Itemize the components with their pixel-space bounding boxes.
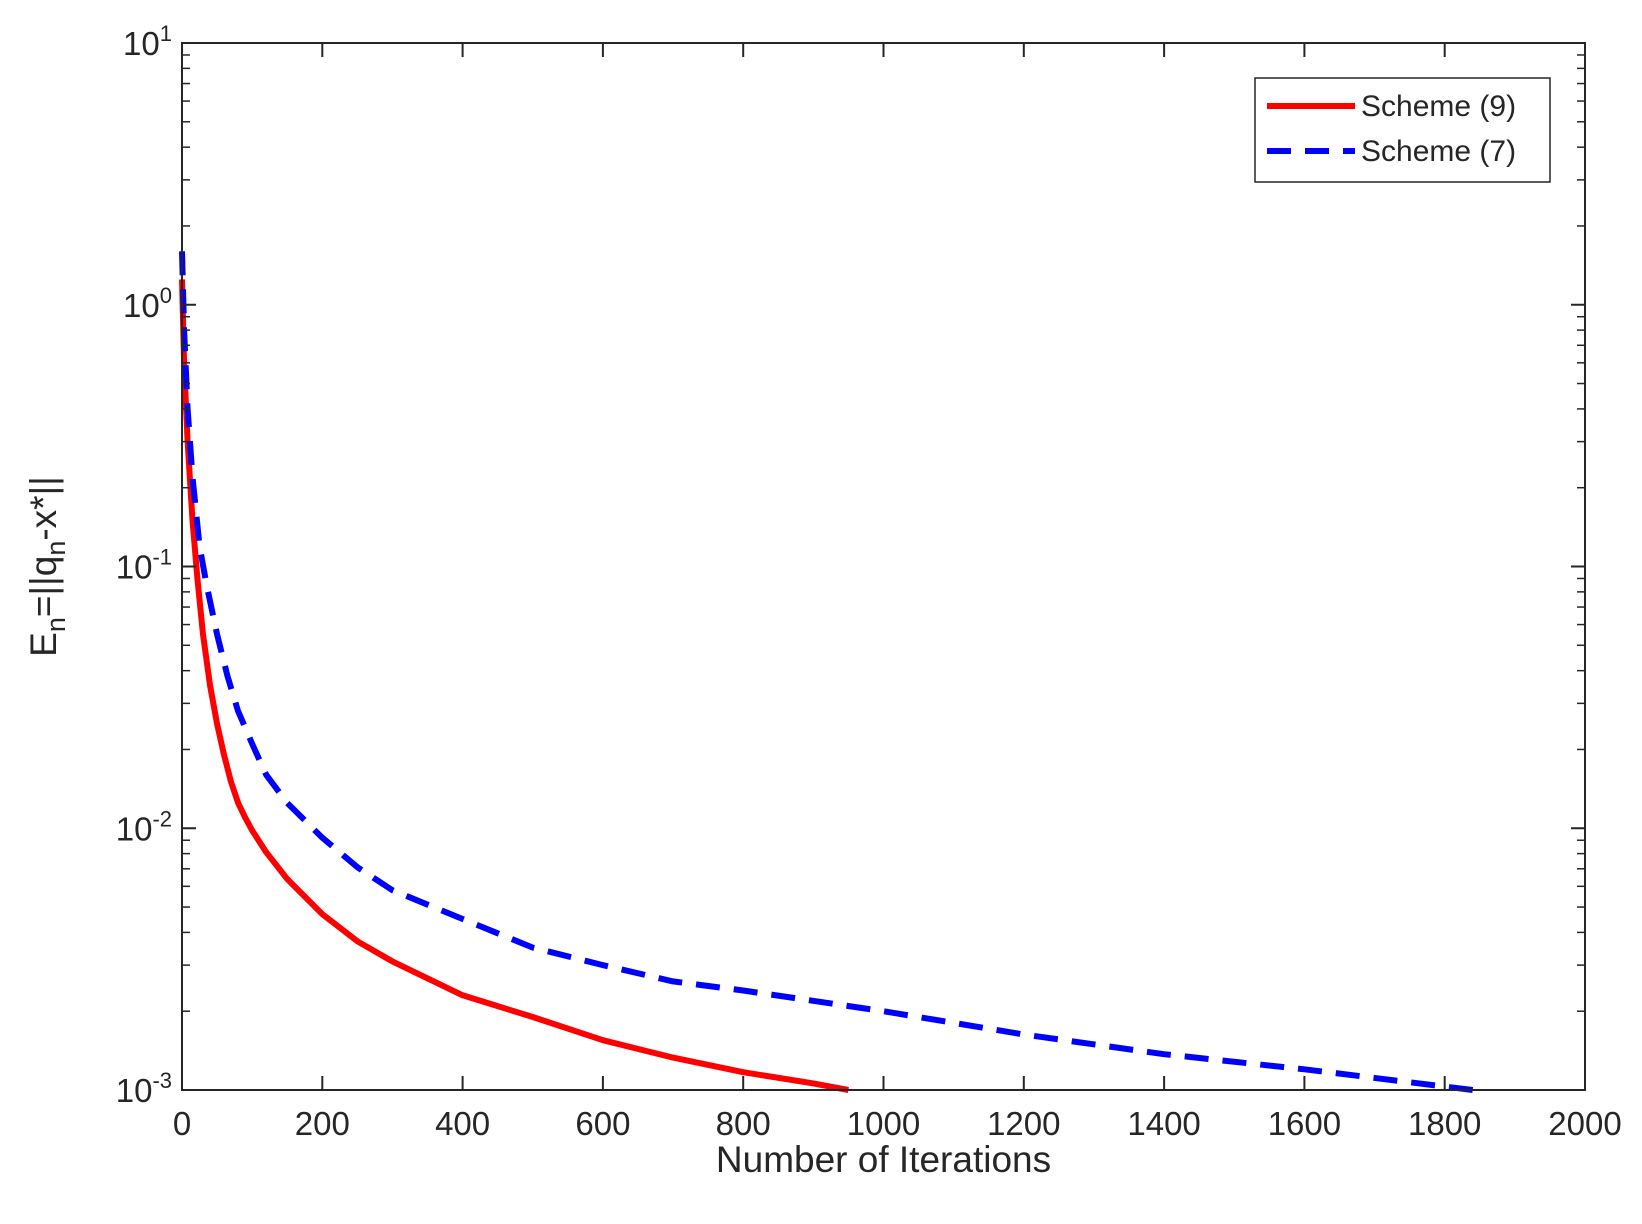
x-tick-label: 200 [295, 1105, 350, 1142]
y-axis-title-mid-subscript: n [41, 541, 71, 556]
series-line-0 [179, 279, 849, 1093]
legend-label-scheme-7: Scheme (7) [1361, 135, 1516, 168]
y-axis-title-base-subscript: n [41, 617, 71, 632]
legend: Scheme (9) Scheme (7) [1254, 77, 1551, 183]
legend-box [1254, 77, 1551, 183]
x-tick-label: 2000 [1548, 1105, 1621, 1142]
x-tick-label: 0 [173, 1105, 191, 1142]
y-axis-title-base: E [23, 632, 64, 657]
x-tick-label: 400 [435, 1105, 490, 1142]
x-axis-title: Number of Iterations [716, 1139, 1051, 1180]
y-tick-label: 10-1 [116, 545, 172, 586]
x-tick-label: 1400 [1127, 1105, 1200, 1142]
y-axis-title-mid: =||q [23, 556, 64, 617]
x-tick-label: 800 [716, 1105, 771, 1142]
y-tick-label: 10-3 [116, 1068, 172, 1109]
y-axis-title: En=||qn-x*|| [23, 476, 71, 657]
y-tick-label: 100 [123, 283, 172, 324]
y-axis-title-tail: -x*|| [23, 476, 64, 540]
y-tick-label: 101 [123, 21, 172, 62]
x-tick-label: 1200 [987, 1105, 1060, 1142]
x-tick-label: 1600 [1268, 1105, 1341, 1142]
axis-ticks: 0 200 400 600 800 1000 1200 1400 1600 1800 2000 10-… [116, 21, 1622, 1142]
legend-label-scheme-9: Scheme (9) [1361, 90, 1516, 123]
x-tick-label: 1800 [1408, 1105, 1481, 1142]
x-tick-label: 1000 [847, 1105, 920, 1142]
y-tick-label: 10-2 [116, 806, 172, 847]
chart-marks [179, 251, 1474, 1093]
x-tick-label: 600 [575, 1105, 630, 1142]
series-line-1 [179, 251, 1474, 1093]
